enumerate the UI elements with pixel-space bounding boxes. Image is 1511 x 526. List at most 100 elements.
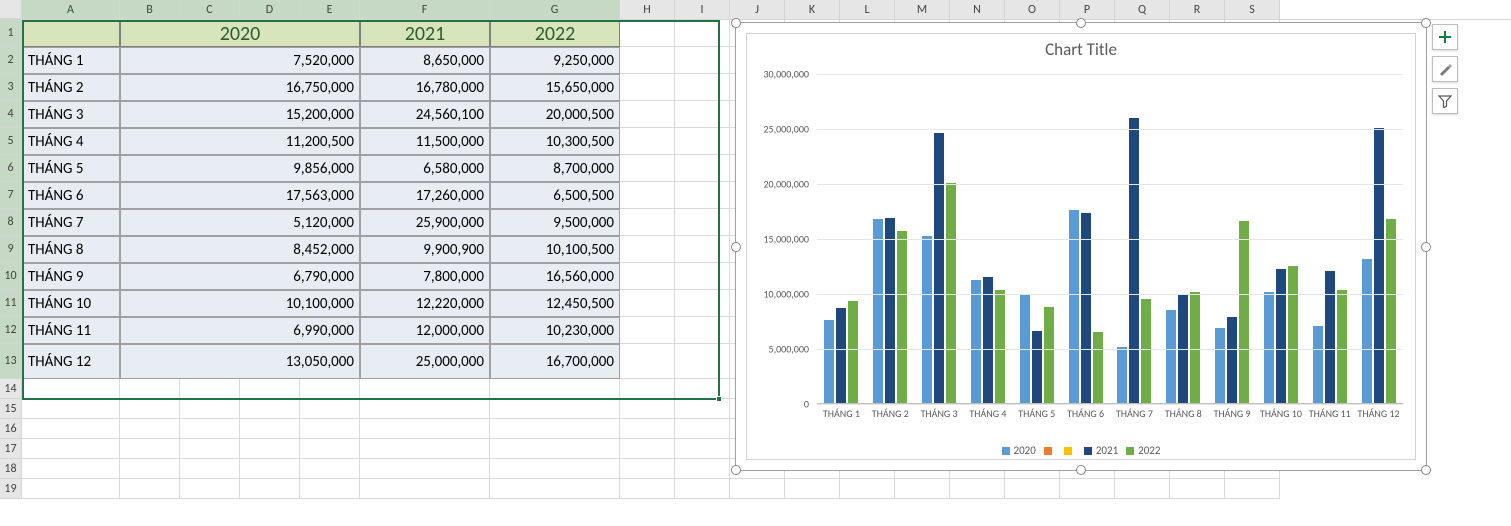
bar[interactable] — [1081, 213, 1091, 403]
bar[interactable] — [1362, 259, 1372, 403]
cell-L19[interactable] — [840, 479, 895, 499]
row-header-11[interactable]: 11 — [0, 290, 22, 317]
bar[interactable] — [885, 218, 895, 403]
cell-H6[interactable] — [620, 155, 675, 182]
row-header-8[interactable]: 8 — [0, 209, 22, 236]
cell-2021-5[interactable]: 11,500,000 — [360, 128, 490, 155]
chart-title[interactable]: Chart Title — [747, 39, 1415, 60]
cell-B18[interactable] — [120, 459, 180, 479]
cell-H14[interactable] — [620, 379, 675, 399]
cell-2021-8[interactable]: 25,900,000 — [360, 209, 490, 236]
legend-item[interactable]: 2022 — [1126, 444, 1160, 457]
cell-2021-13[interactable]: 25,000,000 — [360, 344, 490, 379]
chart-handle-n[interactable] — [1076, 18, 1086, 28]
cell-I7[interactable] — [675, 182, 730, 209]
cell-A19[interactable] — [22, 479, 120, 499]
row-label-8[interactable]: THÁNG 7 — [22, 209, 120, 236]
cell-I11[interactable] — [675, 290, 730, 317]
cell-H1[interactable] — [620, 20, 675, 47]
chart-filter-button[interactable] — [1432, 88, 1458, 114]
cell-2022-8[interactable]: 9,500,000 — [490, 209, 620, 236]
cell-H2[interactable] — [620, 47, 675, 74]
cell-2022-3[interactable]: 15,650,000 — [490, 74, 620, 101]
bar[interactable] — [824, 320, 834, 403]
cell-H12[interactable] — [620, 317, 675, 344]
chart-handle-ne[interactable] — [1421, 18, 1431, 28]
cell-C14[interactable] — [180, 379, 240, 399]
cell-D15[interactable] — [240, 399, 300, 419]
col-header-F[interactable]: F — [360, 0, 490, 19]
cell-2022-11[interactable]: 12,450,500 — [490, 290, 620, 317]
cell-E18[interactable] — [300, 459, 360, 479]
cell-2021-11[interactable]: 12,220,000 — [360, 290, 490, 317]
cell-2022-4[interactable]: 20,000,500 — [490, 101, 620, 128]
cell-2022-7[interactable]: 6,500,500 — [490, 182, 620, 209]
cell-2020-3[interactable]: 16,750,000 — [120, 74, 360, 101]
row-label-6[interactable]: THÁNG 5 — [22, 155, 120, 182]
cell-2022-6[interactable]: 8,700,000 — [490, 155, 620, 182]
col-header-O[interactable]: O — [1005, 0, 1060, 19]
cell-S19[interactable] — [1225, 479, 1280, 499]
cell-H7[interactable] — [620, 182, 675, 209]
bar[interactable] — [1215, 328, 1225, 403]
legend-item[interactable]: 2020 — [1002, 444, 1036, 457]
cell-I14[interactable] — [675, 379, 730, 399]
cell-2021-3[interactable]: 16,780,000 — [360, 74, 490, 101]
chart-elements-button[interactable] — [1432, 24, 1458, 50]
col-header-A[interactable]: A — [22, 0, 120, 19]
bar[interactable] — [1325, 271, 1335, 403]
cell-H18[interactable] — [620, 459, 675, 479]
cell-G18[interactable] — [490, 459, 620, 479]
chart-handle-w[interactable] — [731, 242, 741, 252]
cell-G14[interactable] — [490, 379, 620, 399]
cell-2022-2[interactable]: 9,250,000 — [490, 47, 620, 74]
bar[interactable] — [1227, 317, 1237, 403]
row-label-11[interactable]: THÁNG 10 — [22, 290, 120, 317]
cell-G15[interactable] — [490, 399, 620, 419]
bar[interactable] — [897, 231, 907, 403]
bar[interactable] — [1313, 326, 1323, 403]
chart-area[interactable]: Chart Title THÁNG 1THÁNG 2THÁNG 3THÁNG 4… — [746, 33, 1416, 460]
row-label-12[interactable]: THÁNG 11 — [22, 317, 120, 344]
col-header-C[interactable]: C — [180, 0, 240, 19]
cell-H13[interactable] — [620, 344, 675, 379]
cell-2021-4[interactable]: 24,560,100 — [360, 101, 490, 128]
row-header-19[interactable]: 19 — [0, 479, 22, 499]
cell-E17[interactable] — [300, 439, 360, 459]
cell-C17[interactable] — [180, 439, 240, 459]
plot-area[interactable]: THÁNG 1THÁNG 2THÁNG 3THÁNG 4THÁNG 5THÁNG… — [817, 74, 1403, 404]
cell-K19[interactable] — [785, 479, 840, 499]
cell-2021-7[interactable]: 17,260,000 — [360, 182, 490, 209]
bar[interactable] — [1129, 118, 1139, 403]
col-header-B[interactable]: B — [120, 0, 180, 19]
cell-A15[interactable] — [22, 399, 120, 419]
cell-O19[interactable] — [1005, 479, 1060, 499]
cell-2022-10[interactable]: 16,560,000 — [490, 263, 620, 290]
cell-A1[interactable] — [22, 20, 120, 47]
chart-handle-se[interactable] — [1421, 465, 1431, 475]
bar[interactable] — [1166, 310, 1176, 403]
row-header-15[interactable]: 15 — [0, 399, 22, 419]
chart-object[interactable]: Chart Title THÁNG 1THÁNG 2THÁNG 3THÁNG 4… — [735, 22, 1427, 471]
cell-H17[interactable] — [620, 439, 675, 459]
cell-D19[interactable] — [240, 479, 300, 499]
cell-2020-13[interactable]: 13,050,000 — [120, 344, 360, 379]
cell-D16[interactable] — [240, 419, 300, 439]
col-header-H[interactable]: H — [620, 0, 675, 19]
cell-F15[interactable] — [360, 399, 490, 419]
cell-2021-2[interactable]: 8,650,000 — [360, 47, 490, 74]
cell-2020-5[interactable]: 11,200,500 — [120, 128, 360, 155]
cell-I16[interactable] — [675, 419, 730, 439]
col-header-S[interactable]: S — [1225, 0, 1280, 19]
cell-H8[interactable] — [620, 209, 675, 236]
row-label-3[interactable]: THÁNG 2 — [22, 74, 120, 101]
cell-I15[interactable] — [675, 399, 730, 419]
cell-2021-6[interactable]: 6,580,000 — [360, 155, 490, 182]
row-label-7[interactable]: THÁNG 6 — [22, 182, 120, 209]
row-label-5[interactable]: THÁNG 4 — [22, 128, 120, 155]
cell-I3[interactable] — [675, 74, 730, 101]
cell-I1[interactable] — [675, 20, 730, 47]
cell-I13[interactable] — [675, 344, 730, 379]
cell-A18[interactable] — [22, 459, 120, 479]
row-header-17[interactable]: 17 — [0, 439, 22, 459]
